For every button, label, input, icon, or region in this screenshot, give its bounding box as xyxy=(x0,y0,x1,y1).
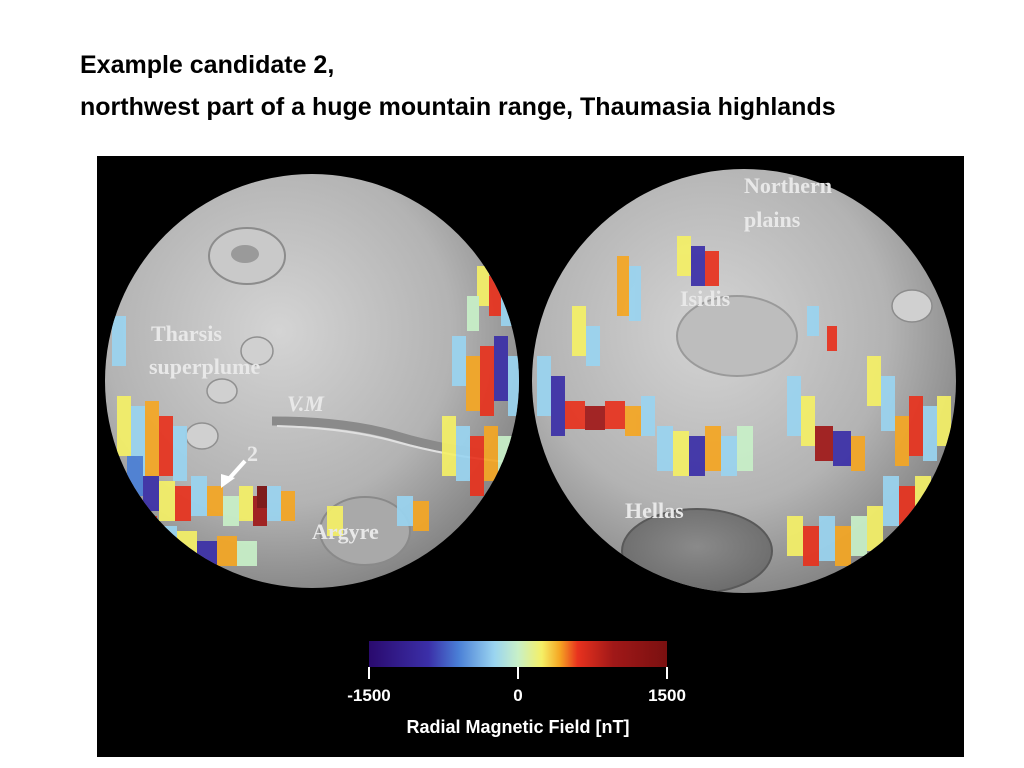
colorbar-max-label: 1500 xyxy=(648,686,686,705)
label-candidate-number: 2 xyxy=(247,441,258,466)
left-hemisphere xyxy=(105,174,519,588)
colorbar-title: Radial Magnetic Field [nT] xyxy=(406,717,629,737)
candidate-arrowhead-icon xyxy=(221,474,235,488)
label-isidis: Isidis xyxy=(680,286,731,311)
slide-title: Example candidate 2, northwest part of a… xyxy=(80,44,836,128)
right-hemisphere xyxy=(532,169,956,593)
label-hellas: Hellas xyxy=(625,498,684,523)
label-tharsis-line1: Tharsis xyxy=(151,321,222,346)
title-line-1: Example candidate 2, xyxy=(80,51,335,79)
label-argyre: Argyre xyxy=(312,519,379,544)
colorbar-gradient xyxy=(369,641,667,667)
mars-map-svg: Tharsis superplume V.M 2 Argyre Northern… xyxy=(105,169,956,737)
title-line-2: northwest part of a huge mountain range,… xyxy=(80,93,836,121)
colorbar-min-label: -1500 xyxy=(347,686,390,705)
colorbar: -1500 0 1500 Radial Magnetic Field [nT] xyxy=(347,641,686,737)
label-northern-line2: plains xyxy=(744,207,801,232)
colorbar-mid-label: 0 xyxy=(513,686,522,705)
label-tharsis-line2: superplume xyxy=(149,354,260,379)
mars-magnetic-map-figure: Tharsis superplume V.M 2 Argyre Northern… xyxy=(97,156,964,757)
label-northern-line1: Northern xyxy=(744,173,832,198)
label-valles-marineris: V.M xyxy=(287,391,325,416)
map-labels: Tharsis superplume V.M 2 Argyre Northern… xyxy=(149,173,832,544)
